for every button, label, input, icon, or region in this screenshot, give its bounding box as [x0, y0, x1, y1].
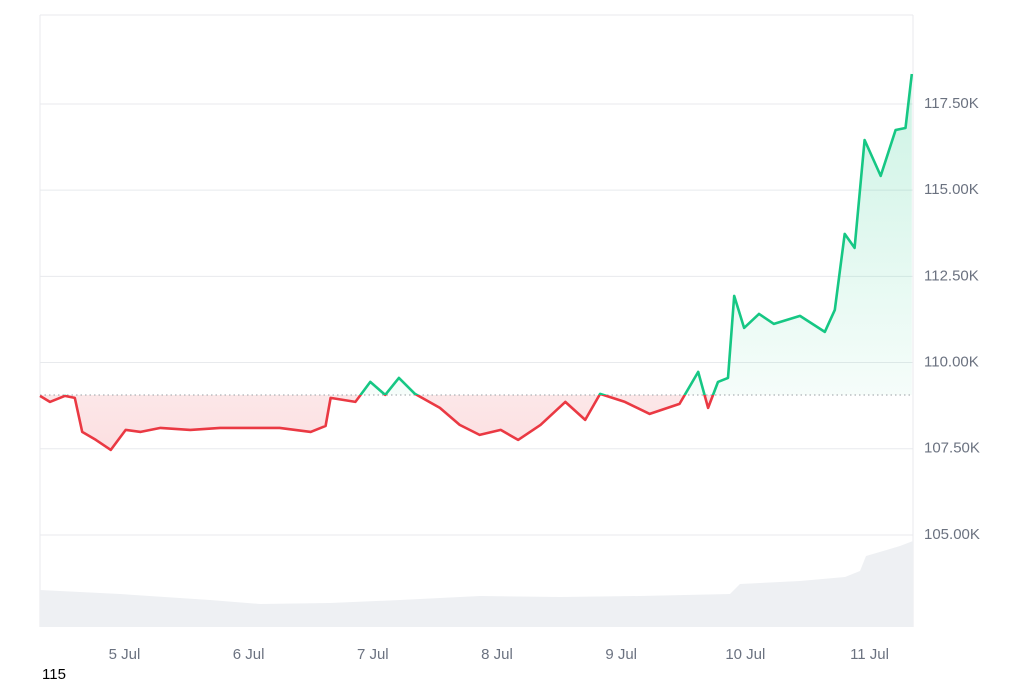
x-tick-label: 9 Jul	[605, 646, 637, 663]
x-tick-label: 7 Jul	[357, 646, 389, 663]
y-tick-label: 117.50K	[924, 95, 979, 112]
line-area	[40, 74, 912, 450]
footer-text: 115	[42, 666, 66, 683]
volume-area	[40, 541, 913, 627]
y-tick-label: 112.50K	[924, 267, 979, 284]
x-tick-label: 11 Jul	[850, 646, 889, 663]
x-tick-label: 6 Jul	[233, 646, 265, 663]
price-line	[39, 73, 914, 452]
x-tick-label: 5 Jul	[109, 646, 141, 663]
x-tick-label: 8 Jul	[481, 646, 513, 663]
y-tick-label: 110.00K	[924, 354, 979, 371]
y-tick-label: 115.00K	[924, 181, 979, 198]
y-tick-label: 107.50K	[924, 440, 980, 457]
x-tick-label: 10 Jul	[725, 646, 765, 663]
y-tick-label: 105.00K	[924, 526, 980, 543]
